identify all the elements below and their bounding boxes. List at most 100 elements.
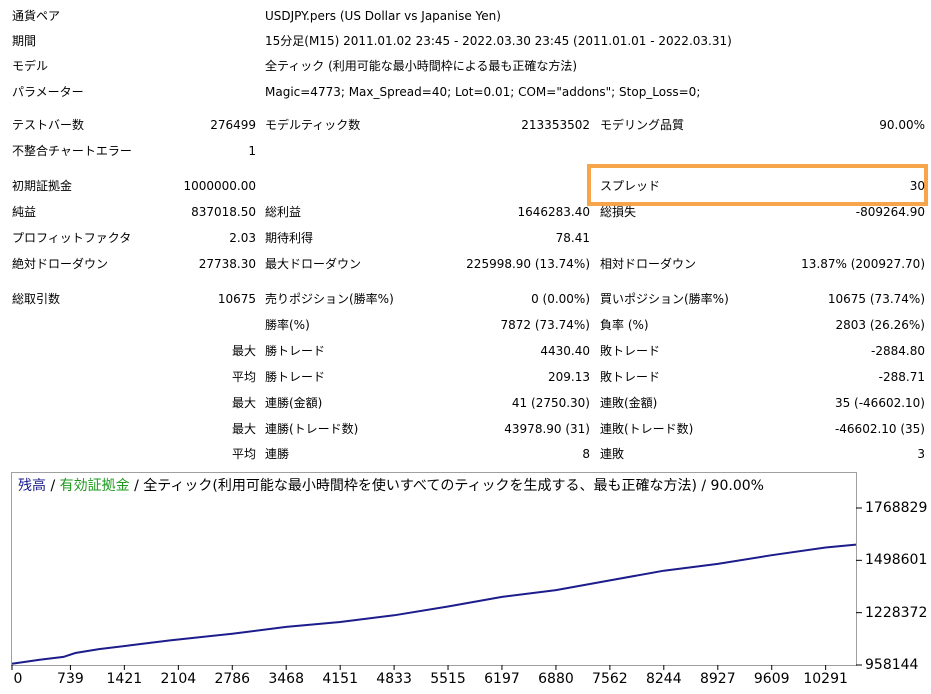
loss-rate-value: 2803 (26.26%)	[835, 318, 925, 332]
chart-caption: 残高 / 有効証拠金 / 全ティック(利用可能な最小時間枠を使いすべてのティック…	[18, 477, 764, 495]
max-loss-label: 敗トレード	[600, 344, 661, 358]
expected-value: 78.41	[555, 231, 590, 245]
x-tick-label: 8244	[645, 671, 682, 687]
cons-loss-trades-value: -46602.10 (35)	[834, 422, 925, 436]
gross-loss-value: -809264.90	[855, 205, 925, 219]
caption-equity: 有効証拠金	[59, 478, 130, 494]
caption-sep: /	[46, 478, 60, 494]
short-value: 0 (0.00%)	[531, 292, 590, 306]
y-tick-label: 958144	[865, 657, 919, 673]
max-win-label: 勝トレード	[265, 344, 326, 358]
trades-label: 総取引数	[12, 292, 61, 306]
x-tick-label: 2786	[214, 671, 251, 687]
net-value: 837018.50	[191, 205, 256, 219]
avg-loss-label: 敗トレード	[600, 370, 661, 384]
x-tick-label: 2104	[160, 671, 197, 687]
loss-rate-label: 負率 (%)	[600, 318, 649, 332]
x-tick-label: 1421	[106, 671, 143, 687]
bars-label: テストバー数	[12, 118, 85, 132]
long-value: 10675 (73.74%)	[827, 292, 925, 306]
abs-dd-value: 27738.30	[198, 257, 256, 271]
model-label: モデル	[12, 59, 49, 73]
symbol-label: 通貨ペア	[12, 9, 61, 23]
cons-win-amount-label: 連勝(金額)	[265, 396, 323, 410]
pf-label: プロフィットファクタ	[12, 231, 132, 245]
avg-win-label: 勝トレード	[265, 370, 326, 384]
x-tick-label: 9609	[753, 671, 790, 687]
avg-loss-value: -288.71	[878, 370, 925, 384]
spread-value: 30	[909, 179, 925, 193]
max-trade-prefix: 最大	[231, 344, 256, 358]
avg-cons-loss-label: 連敗	[600, 447, 625, 461]
spread-highlight-box	[587, 164, 928, 206]
rel-dd-value: 13.87% (200927.70)	[801, 257, 925, 271]
avg-cons-loss-value: 3	[917, 447, 925, 461]
model-value: 全ティック (利用可能な最小時間枠による最も正確な方法)	[265, 59, 578, 73]
short-label: 売りポジション(勝率%)	[265, 292, 394, 306]
mismatch-value: 1	[248, 144, 256, 158]
balance-line	[11, 543, 857, 665]
avg-cons-win-value: 8	[582, 447, 590, 461]
period-value: 15分足(M15) 2011.01.02 23:45 - 2022.03.30 …	[265, 34, 732, 48]
long-label: 買いポジション(勝率%)	[600, 292, 729, 306]
mismatch-label: 不整合チャートエラー	[12, 144, 132, 158]
x-tick-label: 6880	[538, 671, 574, 687]
avg-trade-prefix: 平均	[231, 370, 256, 384]
max-loss-value: -2884.80	[871, 344, 925, 358]
cons-loss-amount-value: 35 (-46602.10)	[834, 396, 925, 410]
cons-win-trades-value: 43978.90 (31)	[504, 422, 590, 436]
max-dd-label: 最大ドローダウン	[265, 257, 362, 271]
x-tick-label: 0	[13, 671, 23, 687]
quality-label: モデリング品質	[600, 118, 685, 132]
bars-value: 276499	[210, 118, 256, 132]
y-tick-label: 1498601	[865, 552, 928, 569]
y-tick-label: 1228372	[865, 604, 928, 621]
spread-label: スプレッド	[600, 179, 661, 193]
cons-win-amount-value: 41 (2750.30)	[511, 396, 590, 410]
x-tick-label: 739	[57, 671, 84, 687]
caption-description: / 全ティック(利用可能な最小時間枠を使いすべてのティックを生成する、最も正確な…	[129, 478, 764, 494]
cons-amount-prefix: 最大	[231, 396, 256, 410]
net-label: 純益	[12, 205, 37, 219]
cons-loss-trades-label: 連敗(トレード数)	[600, 422, 694, 436]
avg-cons-win-label: 連勝	[265, 447, 290, 461]
gross-profit-label: 総利益	[265, 205, 302, 219]
x-tick-label: 8927	[699, 671, 736, 687]
x-tick-label: 5515	[430, 671, 466, 687]
x-tick-label: 4151	[322, 671, 358, 687]
avg-cons-prefix: 平均	[231, 447, 256, 461]
cons-win-trades-label: 連勝(トレード数)	[265, 422, 359, 436]
ticks-value: 213353502	[521, 118, 590, 132]
win-rate-value: 7872 (73.74%)	[500, 318, 590, 332]
gross-loss-label: 総損失	[600, 205, 637, 219]
y-tick-label: 1768829	[865, 500, 928, 516]
deposit-label: 初期証拠金	[12, 179, 73, 193]
abs-dd-label: 絶対ドローダウン	[12, 257, 109, 271]
x-tick-label: 7562	[592, 671, 628, 687]
x-tick-label: 6197	[484, 671, 520, 687]
win-rate-label: 勝率(%)	[265, 318, 310, 332]
x-tick-label: 4833	[376, 671, 412, 687]
max-win-value: 4430.40	[540, 344, 590, 358]
x-tick-label: 10291	[803, 671, 848, 687]
params-value: Magic=4773; Max_Spread=40; Lot=0.01; COM…	[265, 85, 701, 99]
period-label: 期間	[12, 34, 37, 48]
quality-value: 90.00%	[879, 118, 925, 132]
pf-value: 2.03	[229, 231, 256, 245]
expected-label: 期待利得	[265, 231, 314, 245]
max-dd-value: 225998.90 (13.74%)	[466, 257, 590, 271]
rel-dd-label: 相対ドローダウン	[600, 257, 697, 271]
cons-loss-amount-label: 連敗(金額)	[600, 396, 658, 410]
trades-value: 10675	[217, 292, 256, 306]
deposit-value: 1000000.00	[183, 179, 256, 193]
ticks-label: モデルティック数	[265, 118, 361, 132]
avg-win-value: 209.13	[548, 370, 590, 384]
symbol-value: USDJPY.pers (US Dollar vs Japanise Yen)	[265, 9, 501, 23]
gross-profit-value: 1646283.40	[517, 205, 590, 219]
cons-trades-prefix: 最大	[231, 422, 256, 436]
params-label: パラメーター	[12, 85, 84, 99]
x-tick-label: 3468	[268, 671, 304, 687]
balance-chart	[11, 472, 857, 666]
caption-balance: 残高	[18, 478, 46, 494]
